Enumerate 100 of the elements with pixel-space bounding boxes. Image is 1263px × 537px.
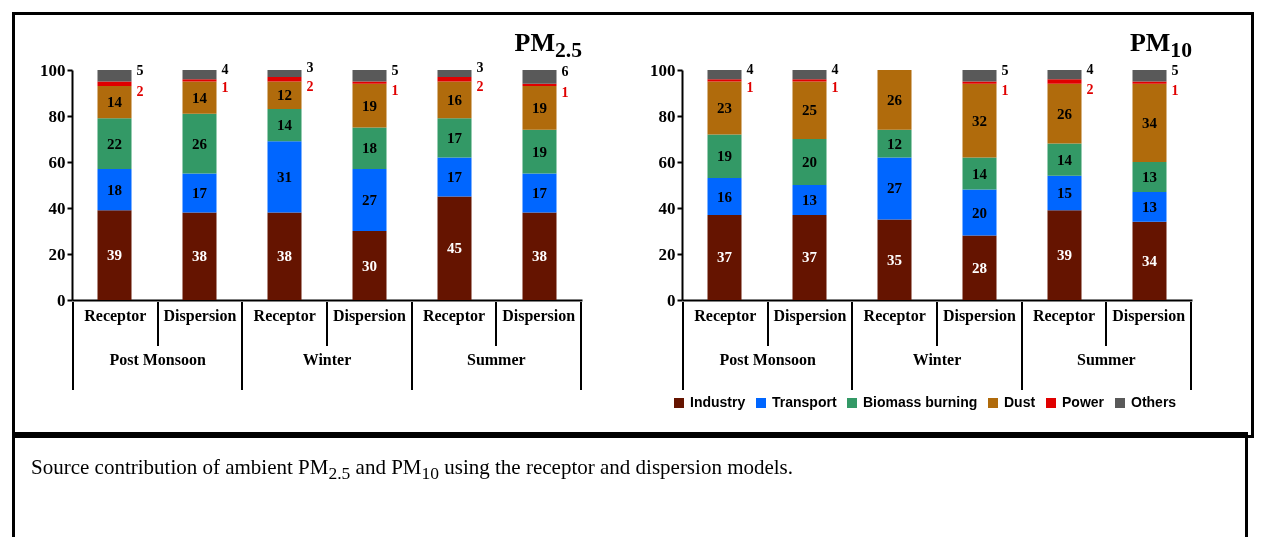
data-label: 14	[277, 117, 293, 134]
data-label: 22	[107, 135, 122, 152]
data-label: 1	[561, 84, 569, 100]
y-tick-label: 100	[40, 60, 66, 80]
x-tick-label: Receptor	[241, 302, 327, 346]
data-label: 34	[1142, 252, 1158, 269]
data-label: 13	[1142, 168, 1157, 185]
y-tick-label: 20	[658, 244, 676, 264]
data-label: 19	[362, 97, 377, 114]
x-tick-label: Dispersion	[495, 302, 583, 346]
y-tick-label: 60	[48, 152, 66, 172]
data-label: 38	[532, 248, 547, 265]
x-tick-label: Receptor	[1020, 302, 1106, 346]
x-tick-label: Dispersion	[1105, 302, 1193, 346]
text: Summer	[410, 346, 582, 390]
data-label: 4	[1086, 61, 1094, 77]
data-label: 14	[107, 94, 123, 111]
data-label: 20	[802, 154, 817, 170]
data-label: 39	[107, 247, 122, 264]
y-tick-label: 40	[48, 198, 66, 218]
data-label: 6	[561, 63, 569, 79]
data-label: 5	[1001, 62, 1009, 78]
data-label: 31	[277, 168, 292, 185]
chart-title: PM$_{10}$	[1129, 28, 1192, 64]
y-tick-label: 0	[57, 290, 66, 310]
data-label: 17	[447, 168, 463, 185]
data-label: 1	[1171, 82, 1179, 98]
legend-label: Dust	[1004, 394, 1036, 410]
data-label: 1	[746, 80, 754, 96]
data-label: 2	[306, 79, 314, 95]
data-label: 26	[1057, 105, 1073, 122]
data-label: 4	[746, 61, 754, 77]
data-label: 17	[447, 129, 463, 146]
data-label: 12	[887, 135, 902, 152]
data-label: 23	[717, 99, 732, 116]
x-tick-label: Receptor	[851, 302, 937, 346]
legend-label: Transport	[772, 394, 837, 410]
data-label: 32	[972, 112, 987, 129]
y-tick-label: 20	[48, 244, 66, 264]
data-label: 37	[717, 249, 733, 266]
data-label: 3	[306, 60, 314, 76]
y-tick-label: 0	[667, 290, 676, 310]
data-label: 35	[887, 251, 902, 268]
data-label: 14	[1057, 151, 1073, 168]
data-label: 17	[192, 185, 208, 202]
data-label: 3	[476, 60, 484, 76]
x-tick-label: Dispersion	[156, 302, 242, 346]
data-label: 15	[1057, 185, 1072, 202]
data-label: 2	[476, 79, 484, 95]
data-label: 5	[1171, 62, 1179, 78]
data-label: 18	[107, 181, 122, 198]
legend-label: Power	[1062, 394, 1105, 410]
data-label: 27	[362, 191, 378, 208]
text: Post Monsoon	[682, 346, 852, 390]
data-label: 1	[391, 82, 399, 98]
data-label: 18	[362, 140, 377, 157]
chart-title: PM$_{2.5}$	[514, 28, 582, 64]
text: Winter	[241, 346, 411, 390]
data-label: 37	[802, 249, 818, 266]
data-label: 26	[887, 91, 903, 108]
x-tick-label: Dispersion	[766, 302, 852, 346]
y-tick-label: 40	[658, 198, 676, 218]
data-label: 45	[447, 240, 462, 257]
y-tick-label: 80	[658, 106, 676, 126]
text: Winter	[851, 346, 1021, 390]
data-label: 1	[1001, 82, 1009, 98]
data-label: 30	[362, 257, 377, 274]
data-label: 26	[192, 135, 208, 152]
data-label: 20	[972, 204, 987, 221]
data-label: 38	[277, 248, 292, 265]
x-tick-label: Receptor	[682, 302, 767, 346]
data-label: 39	[1057, 247, 1072, 264]
source-note: Source contribution of ambient PM$_{2.5}$ and PM$_{10}$ using the receptor and dispersion models.	[31, 455, 795, 485]
data-label: 19	[532, 143, 547, 160]
legend-label: Industry	[690, 394, 746, 410]
data-label: 4	[221, 61, 229, 77]
y-tick-label: 100	[650, 60, 676, 80]
data-label: 19	[717, 148, 732, 165]
data-label: 2	[136, 83, 144, 99]
data-label: 2	[1086, 81, 1094, 97]
data-label: 28	[972, 259, 987, 276]
x-tick-label: Receptor	[72, 302, 157, 346]
data-label: 13	[802, 191, 817, 208]
y-tick-label: 80	[48, 106, 66, 126]
data-label: 17	[532, 185, 548, 202]
data-label: 14	[192, 89, 208, 106]
data-label: 27	[887, 180, 903, 197]
data-label: 1	[831, 80, 839, 96]
data-label: 5	[391, 62, 399, 78]
x-tick-label: Receptor	[410, 302, 496, 346]
legend-label: Others	[1131, 394, 1177, 410]
y-tick-label: 60	[658, 152, 676, 172]
data-label: 14	[972, 165, 988, 182]
text: Post Monsoon	[72, 346, 242, 390]
data-label: 1	[221, 80, 229, 96]
data-label: 34	[1142, 114, 1158, 131]
data-label: 16	[447, 91, 463, 108]
data-label: 25	[802, 102, 817, 119]
data-label: 5	[136, 62, 144, 78]
data-label: 4	[831, 61, 839, 77]
